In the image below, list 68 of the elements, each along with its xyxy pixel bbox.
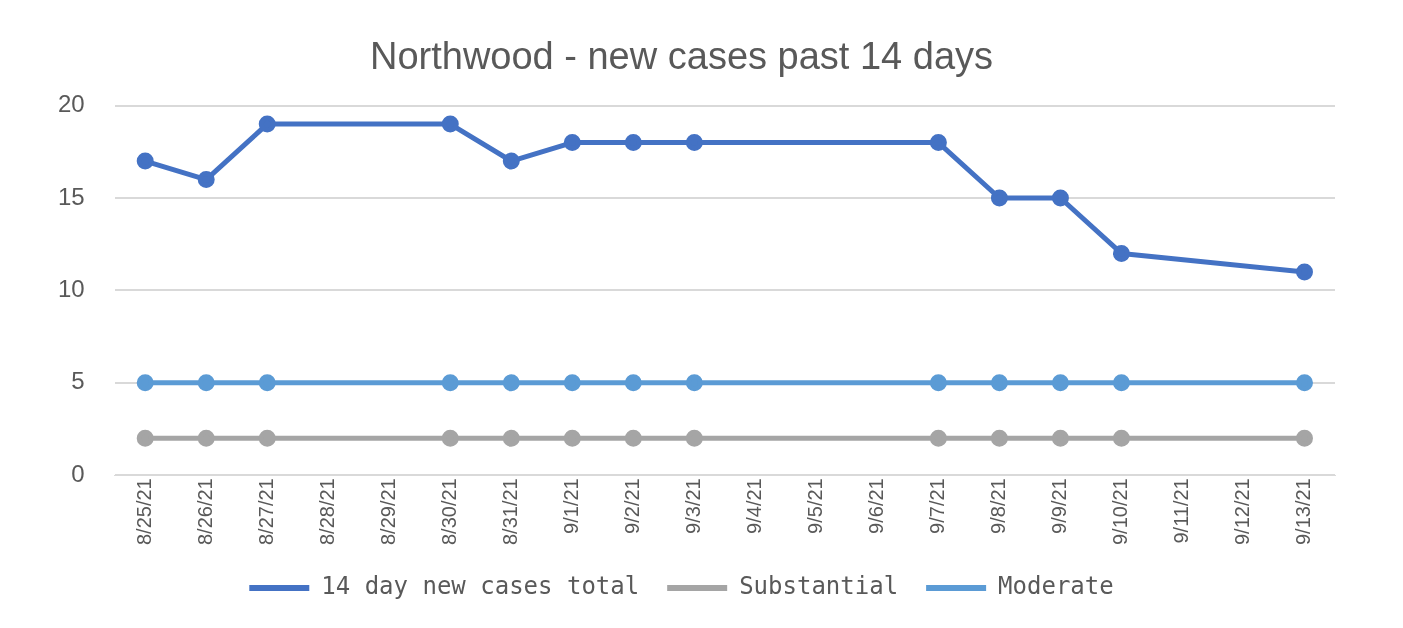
x-tick-label: 8/31/21 <box>498 478 521 546</box>
point <box>502 429 520 447</box>
point <box>1051 374 1069 392</box>
x-tick-label: 9/11/21 <box>1169 478 1192 544</box>
x-tick-label: 9/1/21 <box>559 478 582 534</box>
point <box>929 134 947 152</box>
point <box>1051 429 1069 447</box>
point <box>685 429 703 447</box>
point <box>441 429 459 447</box>
point <box>624 429 642 447</box>
point <box>502 152 520 170</box>
y-tick-label: 5 <box>71 367 85 395</box>
y-tick-label: 10 <box>57 275 85 303</box>
y-tick-label: 20 <box>57 90 85 118</box>
x-tick-label: 9/13/21 <box>1292 478 1315 546</box>
point <box>624 134 642 152</box>
point <box>685 134 703 152</box>
point <box>441 374 459 392</box>
x-tick-label: 9/4/21 <box>742 478 765 534</box>
point <box>1295 374 1313 392</box>
x-tick-label: 9/3/21 <box>681 478 704 534</box>
point <box>563 134 581 152</box>
x-tick-label: 9/12/21 <box>1230 478 1253 546</box>
legend-label: Substantial <box>739 572 899 601</box>
point <box>1112 244 1130 262</box>
y-tick-label: 0 <box>71 459 85 487</box>
point <box>990 189 1008 207</box>
point <box>258 429 276 447</box>
point <box>685 374 703 392</box>
point <box>258 115 276 133</box>
point <box>441 115 459 133</box>
point <box>990 374 1008 392</box>
point <box>136 152 154 170</box>
x-tick-label: 9/2/21 <box>620 478 643 534</box>
point <box>1295 263 1313 281</box>
point <box>563 429 581 447</box>
y-tick-label: 15 <box>57 182 85 210</box>
point <box>990 429 1008 447</box>
point <box>136 429 154 447</box>
point <box>197 171 215 189</box>
x-tick-label: 9/7/21 <box>925 478 948 534</box>
x-tick-label: 9/8/21 <box>986 478 1009 534</box>
point <box>929 374 947 392</box>
x-tick-label: 8/28/21 <box>315 478 338 546</box>
legend-label: Moderate <box>998 572 1114 601</box>
x-tick-label: 9/5/21 <box>803 478 826 534</box>
point <box>1112 429 1130 447</box>
x-tick-label: 8/29/21 <box>376 478 399 546</box>
x-tick-label: 9/9/21 <box>1047 478 1070 534</box>
x-tick-label: 8/30/21 <box>437 478 460 546</box>
point <box>1112 374 1130 392</box>
point <box>929 429 947 447</box>
point <box>1051 189 1069 207</box>
point <box>197 374 215 392</box>
x-tick-label: 8/27/21 <box>254 478 277 546</box>
point <box>258 374 276 392</box>
point <box>502 374 520 392</box>
point <box>136 374 154 392</box>
x-tick-label: 8/26/21 <box>193 478 216 546</box>
x-tick-label: 9/6/21 <box>864 478 887 534</box>
point <box>624 374 642 392</box>
point <box>563 374 581 392</box>
point <box>1295 429 1313 447</box>
chart-title: Northwood - new cases past 14 days <box>369 35 994 78</box>
point <box>197 429 215 447</box>
x-tick-label: 9/10/21 <box>1108 478 1131 546</box>
x-tick-label: 8/25/21 <box>132 478 155 546</box>
legend-label: 14 day new cases total <box>321 572 640 601</box>
